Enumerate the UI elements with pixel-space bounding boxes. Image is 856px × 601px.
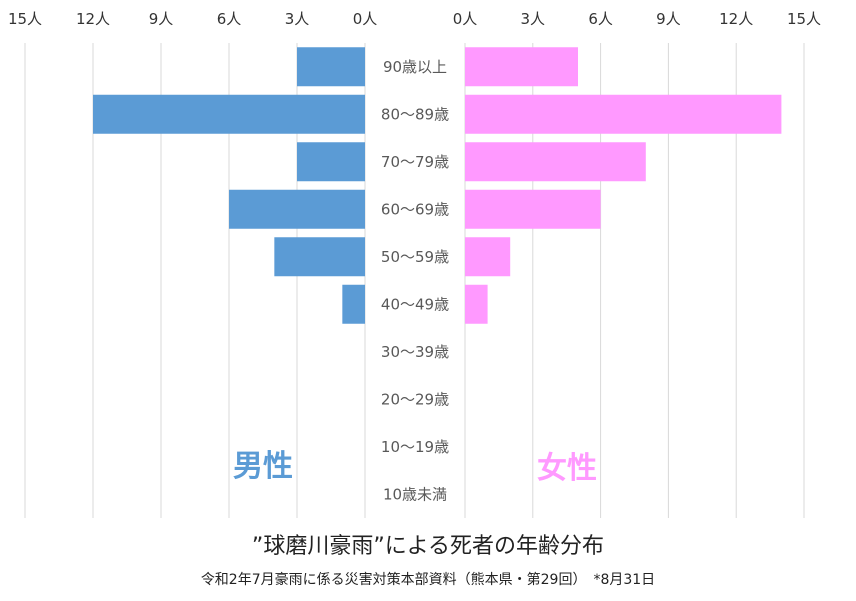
bar-female [465,142,646,182]
category-label: 10～19歳 [381,438,449,456]
category-label: 20～29歳 [381,390,449,408]
left-tick-label: 15人 [8,10,42,28]
right-tick-label: 6人 [588,10,613,28]
category-label: 40～49歳 [381,295,449,313]
bar-male [297,142,365,182]
bar-female [465,94,782,134]
right-tick-label: 3人 [521,10,546,28]
legend-female: 女性 [537,451,597,486]
category-label: 30～39歳 [381,343,449,361]
right-tick-label: 12人 [719,10,753,28]
legend-male: 男性 [233,449,293,484]
right-tick-label: 9人 [656,10,681,28]
right-tick-label: 15人 [787,10,821,28]
bar-male [274,237,365,277]
category-label: 10歳未満 [383,485,447,503]
chart-title: ”球磨川豪雨”による死者の年齢分布 [251,534,605,559]
bar-male [342,284,365,324]
bar-female [465,237,511,277]
left-tick-label: 0人 [353,10,378,28]
bar-female [465,189,601,229]
category-label: 80～89歳 [381,105,449,123]
bar-male [93,94,365,134]
bar-female [465,284,488,324]
right-tick-label: 0人 [453,10,478,28]
category-label: 50～59歳 [381,248,449,266]
category-labels: 90歳以上 80～89歳 70～79歳 60～69歳 50～59歳 40～49歳 30～39… [381,58,449,504]
bars [93,47,782,324]
left-tick-label: 12人 [76,10,110,28]
left-tick-label: 6人 [217,10,242,28]
chart-subtitle: 令和2年7月豪雨に係る災害対策本部資料（熊本県・第29回） *8月31日 [200,572,656,588]
bar-male [229,189,365,229]
left-tick-label: 3人 [285,10,310,28]
bar-male [297,47,365,87]
right-axis-ticks: 0人 3人 6人 9人 12人 15人 [453,10,821,28]
category-label: 60～69歳 [381,200,449,218]
bar-female [465,47,578,87]
category-label: 70～79歳 [381,153,449,171]
left-axis-ticks: 15人 12人 9人 6人 3人 0人 [8,10,377,28]
left-tick-label: 9人 [149,10,174,28]
category-label: 90歳以上 [383,58,447,76]
